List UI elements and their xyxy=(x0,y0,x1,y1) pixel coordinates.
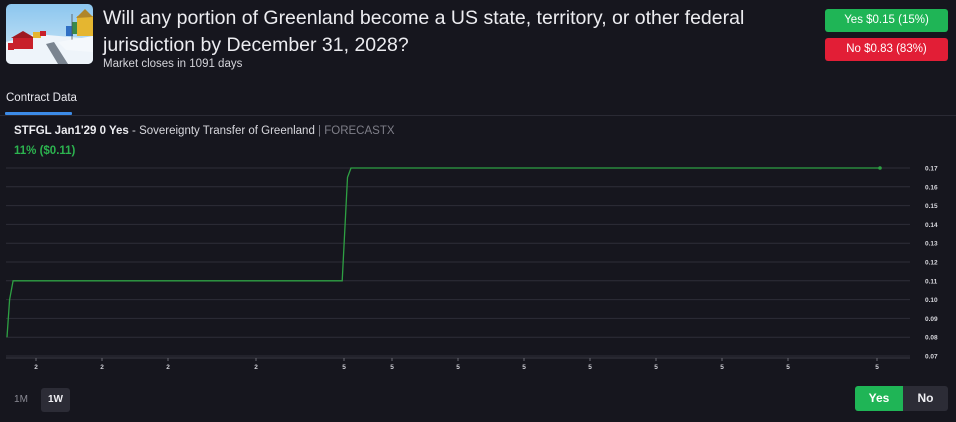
contract-ticker: STFGL Jan1'29 0 Yes xyxy=(14,125,129,137)
x-tick-label: 2 xyxy=(254,364,258,371)
range-1w-button[interactable]: 1W xyxy=(41,388,70,412)
y-tick-label: 0.12 xyxy=(925,260,938,267)
x-tick-label: 5 xyxy=(875,364,879,371)
y-tick-label: 0.07 xyxy=(925,354,938,361)
y-tick-label: 0.17 xyxy=(925,166,938,173)
y-axis-labels: 0.17 0.16 0.15 0.14 0.13 0.12 0.11 0.10 0.09 0.08… xyxy=(925,166,938,361)
tab-contract-data[interactable]: Contract Data xyxy=(6,92,77,104)
contract-price: 11% ($0.11) xyxy=(14,145,76,157)
contract-separator: - xyxy=(128,125,140,137)
y-tick-label: 0.15 xyxy=(925,203,938,210)
chart-gridlines xyxy=(6,167,910,359)
contract-source: | FORECASTX xyxy=(314,125,395,137)
range-1m-button[interactable]: 1M xyxy=(14,394,28,405)
x-tick-label: 5 xyxy=(654,364,658,371)
active-tab-indicator xyxy=(5,112,72,115)
x-tick-label: 2 xyxy=(34,364,38,371)
y-tick-label: 0.09 xyxy=(925,316,938,323)
x-tick-label: 5 xyxy=(390,364,394,371)
x-axis-ticks: 2 2 2 2 5 5 5 5 5 5 5 5 5 xyxy=(34,358,879,371)
tab-divider xyxy=(0,115,956,116)
x-tick-label: 5 xyxy=(720,364,724,371)
y-tick-label: 0.16 xyxy=(925,184,938,191)
buy-no-button[interactable]: No $0.83 (83%) xyxy=(825,38,948,61)
price-chart: 0.17 0.16 0.15 0.14 0.13 0.12 0.11 0.10 0.09 0.08… xyxy=(6,166,938,371)
y-tick-label: 0.10 xyxy=(925,297,938,304)
x-tick-label: 2 xyxy=(166,364,170,371)
x-tick-label: 5 xyxy=(786,364,790,371)
toggle-no-button[interactable]: No xyxy=(903,386,948,411)
y-tick-label: 0.11 xyxy=(925,278,938,285)
toggle-yes-button[interactable]: Yes xyxy=(855,386,903,411)
price-line xyxy=(6,167,880,338)
y-tick-label: 0.13 xyxy=(925,241,938,248)
market-close-countdown: Market closes in 1091 days xyxy=(103,58,243,70)
contract-name: Sovereignty Transfer of Greenland xyxy=(139,125,315,137)
market-title: Will any portion of Greenland become a U… xyxy=(103,7,745,56)
greenland-photo-icon xyxy=(6,4,93,64)
last-price-dot xyxy=(878,166,882,170)
x-tick-label: 5 xyxy=(588,364,592,371)
market-thumbnail xyxy=(6,4,93,64)
contract-header: STFGL Jan1'29 0 Yes - Sovereignty Transf… xyxy=(14,125,395,137)
x-tick-label: 5 xyxy=(456,364,460,371)
x-tick-label: 2 xyxy=(100,364,104,371)
x-tick-label: 5 xyxy=(522,364,526,371)
x-tick-label: 5 xyxy=(342,364,346,371)
y-tick-label: 0.08 xyxy=(925,335,938,342)
side-toggle: Yes No xyxy=(855,386,948,411)
buy-yes-button[interactable]: Yes $0.15 (15%) xyxy=(825,9,948,32)
y-tick-label: 0.14 xyxy=(925,222,938,229)
